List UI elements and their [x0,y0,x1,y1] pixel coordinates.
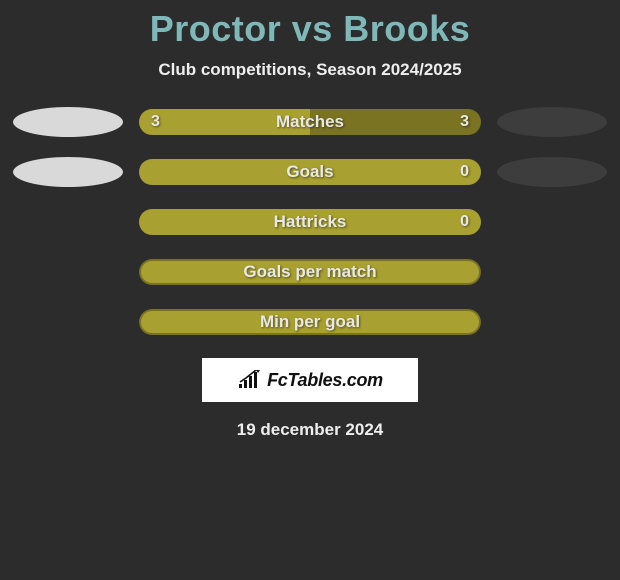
stat-value-right: 3 [460,109,469,135]
stat-label: Goals [139,159,481,185]
stat-label: Hattricks [139,209,481,235]
date-text: 19 december 2024 [0,420,620,440]
logo-box: FcTables.com [202,358,418,402]
stat-label: Goals per match [139,259,481,285]
player-avatar-left [13,107,123,137]
stat-row: Goals per match [0,258,620,286]
stat-bar: Matches3 3 [139,109,481,135]
stat-value-left: 3 [151,109,160,135]
stat-bar: Goals0 [139,159,481,185]
stat-bar: Min per goal [139,309,481,335]
stat-row: Hattricks0 [0,208,620,236]
stat-bar: Goals per match [139,259,481,285]
stat-value-right: 0 [460,159,469,185]
stat-bar: Hattricks0 [139,209,481,235]
player-avatar-right [497,107,607,137]
player-avatar-right [497,157,607,187]
stat-row: Goals0 [0,158,620,186]
chart-icon [237,370,263,390]
stat-label: Matches [139,109,481,135]
stat-row: Min per goal [0,308,620,336]
player-avatar-left [13,157,123,187]
page-title: Proctor vs Brooks [0,8,620,50]
stat-rows: Matches33Goals0Hattricks0Goals per match… [0,108,620,336]
stat-row: Matches3 3 [0,108,620,136]
stat-value-right: 0 [460,209,469,235]
subtitle: Club competitions, Season 2024/2025 [0,60,620,80]
logo-text: FcTables.com [267,370,383,391]
stat-label: Min per goal [139,309,481,335]
